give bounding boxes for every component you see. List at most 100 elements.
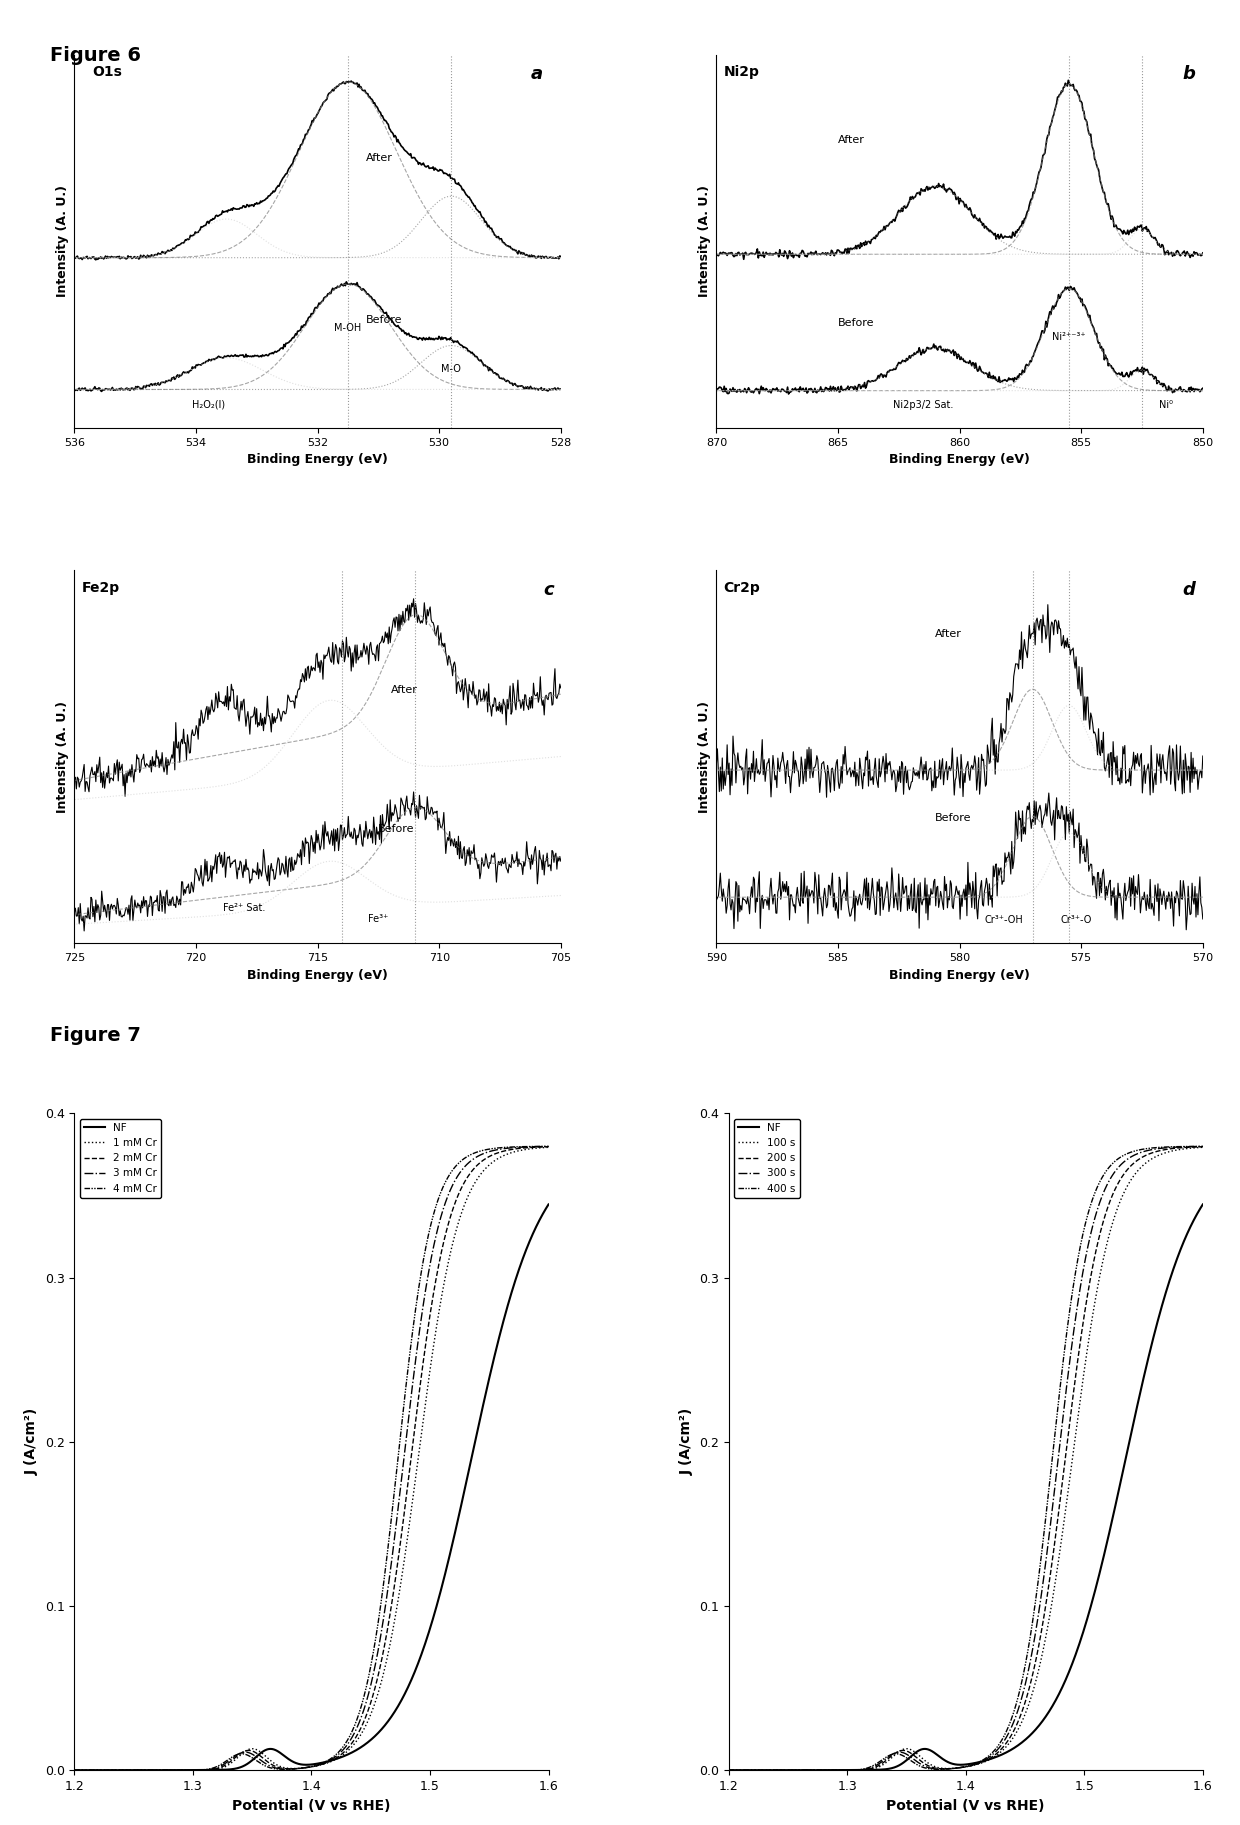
100 s: [770, 1759, 785, 1781]
NF: [1195, 1194, 1210, 1215]
X-axis label: Potential (V vs RHE): Potential (V vs RHE): [887, 1798, 1045, 1812]
400 s: [1100, 1159, 1115, 1181]
4 mM Cr: [259, 1756, 274, 1778]
2 mM Cr: [393, 1535, 408, 1557]
Line: 200 s: 200 s: [729, 1146, 1203, 1770]
Line: NF: NF: [729, 1204, 1203, 1770]
1 mM Cr: [541, 1137, 556, 1159]
1 mM Cr: [275, 1756, 290, 1778]
200 s: [930, 1757, 945, 1779]
400 s: [930, 1757, 945, 1779]
4 mM Cr: [436, 1173, 451, 1195]
3 mM Cr: [393, 1482, 408, 1504]
Text: M-O: M-O: [441, 363, 461, 374]
NF: [436, 1568, 451, 1590]
300 s: [722, 1759, 737, 1781]
Line: 1 mM Cr: 1 mM Cr: [74, 1148, 548, 1770]
100 s: [1100, 1232, 1115, 1254]
Text: Cr³⁺-OH: Cr³⁺-OH: [985, 914, 1023, 925]
Text: b: b: [743, 1139, 756, 1155]
4 mM Cr: [541, 1135, 556, 1157]
200 s: [722, 1759, 737, 1781]
Text: Ni2p: Ni2p: [724, 66, 760, 78]
NF: [1100, 1531, 1115, 1553]
Line: NF: NF: [74, 1204, 548, 1770]
2 mM Cr: [259, 1750, 274, 1772]
100 s: [913, 1747, 928, 1768]
300 s: [930, 1757, 945, 1779]
100 s: [1047, 1577, 1061, 1599]
100 s: [930, 1756, 945, 1778]
Text: After: After: [935, 630, 962, 639]
400 s: [1047, 1429, 1061, 1451]
NF: [541, 1194, 556, 1215]
4 mM Cr: [67, 1759, 82, 1781]
Text: Fe2p: Fe2p: [82, 580, 120, 595]
Text: Before: Before: [366, 314, 403, 325]
NF: [722, 1759, 737, 1781]
1 mM Cr: [115, 1759, 130, 1781]
1 mM Cr: [393, 1577, 408, 1599]
Legend: NF, 100 s, 200 s, 300 s, 400 s: NF, 100 s, 200 s, 300 s, 400 s: [734, 1119, 800, 1197]
Text: Ni2p3/2 Sat.: Ni2p3/2 Sat.: [893, 400, 954, 409]
Text: a: a: [531, 66, 543, 82]
NF: [1091, 1568, 1106, 1590]
1 mM Cr: [259, 1747, 274, 1768]
4 mM Cr: [115, 1759, 130, 1781]
400 s: [1091, 1173, 1106, 1195]
3 mM Cr: [115, 1759, 130, 1781]
Line: 400 s: 400 s: [729, 1146, 1203, 1770]
2 mM Cr: [115, 1759, 130, 1781]
Text: M-OH: M-OH: [335, 323, 362, 334]
Y-axis label: Intensity (A. U.): Intensity (A. U.): [56, 701, 69, 812]
200 s: [913, 1750, 928, 1772]
Line: 4 mM Cr: 4 mM Cr: [74, 1146, 548, 1770]
Text: Figure 7: Figure 7: [50, 1026, 140, 1044]
3 mM Cr: [67, 1759, 82, 1781]
Text: H₂O₂(l): H₂O₂(l): [192, 400, 224, 409]
X-axis label: Binding Energy (eV): Binding Energy (eV): [889, 453, 1030, 467]
NF: [770, 1759, 785, 1781]
1 mM Cr: [67, 1759, 82, 1781]
3 mM Cr: [445, 1173, 460, 1195]
Legend: NF, 1 mM Cr, 2 mM Cr, 3 mM Cr, 4 mM Cr: NF, 1 mM Cr, 2 mM Cr, 3 mM Cr, 4 mM Cr: [79, 1119, 161, 1197]
200 s: [770, 1759, 785, 1781]
2 mM Cr: [275, 1757, 290, 1779]
Text: After: After: [366, 153, 393, 162]
300 s: [1091, 1195, 1106, 1217]
200 s: [1195, 1135, 1210, 1157]
Text: Before: Before: [838, 318, 874, 328]
200 s: [1047, 1535, 1061, 1557]
300 s: [770, 1759, 785, 1781]
4 mM Cr: [275, 1757, 290, 1779]
Line: 3 mM Cr: 3 mM Cr: [74, 1146, 548, 1770]
3 mM Cr: [259, 1754, 274, 1776]
Text: Figure 6: Figure 6: [50, 46, 140, 64]
Text: Ni²⁺⁻³⁺: Ni²⁺⁻³⁺: [1053, 332, 1086, 341]
Text: After: After: [838, 135, 864, 146]
3 mM Cr: [541, 1135, 556, 1157]
200 s: [1091, 1230, 1106, 1252]
200 s: [1100, 1199, 1115, 1221]
4 mM Cr: [393, 1429, 408, 1451]
300 s: [1100, 1173, 1115, 1195]
Text: c: c: [543, 580, 553, 599]
NF: [393, 1692, 408, 1714]
Text: Before: Before: [378, 823, 415, 834]
3 mM Cr: [275, 1757, 290, 1779]
Text: Before: Before: [935, 812, 972, 823]
400 s: [770, 1759, 785, 1781]
100 s: [722, 1759, 737, 1781]
400 s: [1195, 1135, 1210, 1157]
100 s: [1195, 1137, 1210, 1159]
3 mM Cr: [436, 1195, 451, 1217]
NF: [259, 1739, 274, 1761]
300 s: [913, 1754, 928, 1776]
Text: Cr³⁺-O: Cr³⁺-O: [1060, 914, 1092, 925]
1 mM Cr: [436, 1272, 451, 1294]
400 s: [722, 1759, 737, 1781]
NF: [275, 1745, 290, 1767]
Y-axis label: J (A/cm²): J (A/cm²): [680, 1409, 693, 1475]
X-axis label: Binding Energy (eV): Binding Energy (eV): [247, 453, 388, 467]
NF: [930, 1745, 945, 1767]
